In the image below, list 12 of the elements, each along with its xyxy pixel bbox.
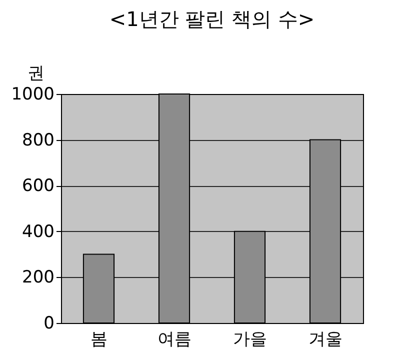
x-tick-label: 겨울 [308, 330, 342, 350]
y-tick-label: 200 [22, 268, 54, 288]
y-axis-title: 권 [28, 64, 44, 84]
y-tick-label: 800 [22, 130, 54, 150]
x-tick-label: 여름 [157, 330, 192, 350]
y-tick-label: 1000 [11, 84, 54, 104]
y-tick-label: 400 [22, 222, 54, 242]
y-tick-label: 0 [44, 314, 54, 334]
x-tick-label: 가을 [232, 330, 267, 350]
x-tick-label: 봄 [90, 330, 108, 350]
chart-title: <1년간 팔린 책의 수> [109, 7, 315, 31]
y-tick-label: 600 [22, 176, 54, 196]
